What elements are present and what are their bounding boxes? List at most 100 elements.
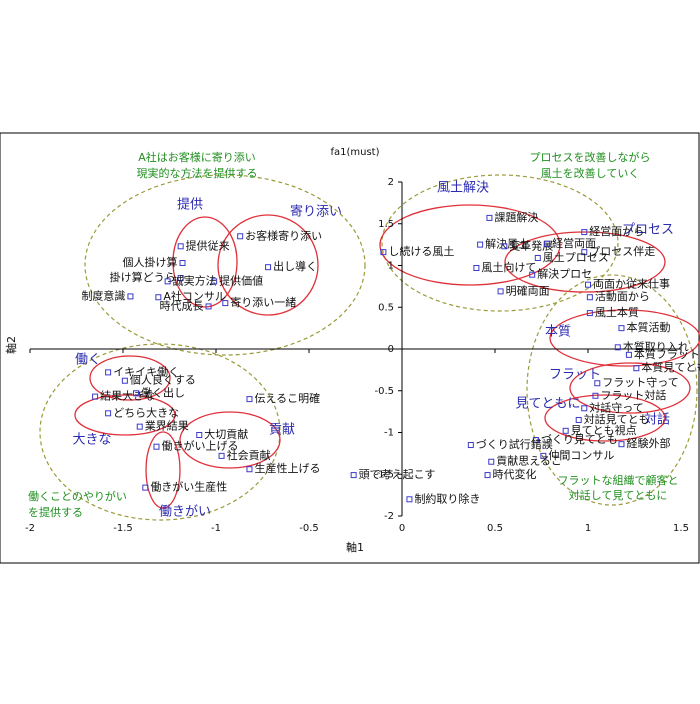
group-label: 寄り添い: [290, 204, 342, 220]
point-label: 個人良くする: [130, 373, 196, 387]
y-tick-label: -2: [384, 511, 394, 522]
point: [467, 442, 474, 449]
x-tick-label: 0: [399, 523, 405, 534]
note: 現実的な方法を提供する: [137, 166, 258, 180]
y-tick-label: 2: [388, 177, 394, 188]
y-tick-label: 1.5: [378, 219, 394, 230]
point-label: 結果大きな: [100, 389, 155, 403]
point: [484, 472, 491, 479]
point-label: 誠実方法: [173, 273, 217, 287]
x-tick-label: 1.5: [673, 523, 689, 534]
point: [136, 423, 143, 430]
point: [581, 405, 588, 412]
point: [127, 293, 134, 300]
point: [153, 443, 160, 450]
point: [105, 410, 112, 417]
frame: [0, 132, 700, 564]
point: [164, 278, 171, 285]
point-label: お客様寄り添い: [245, 228, 322, 242]
point: [529, 271, 536, 278]
point: [575, 416, 582, 423]
y-tick-label: 1: [388, 261, 394, 272]
point-label: 対話見てとも: [584, 412, 650, 426]
point-label: 課題解決: [494, 210, 538, 224]
group-label: 対話: [644, 412, 670, 428]
point-label: し続ける風土: [388, 244, 454, 258]
group-label: 大きな: [72, 433, 111, 448]
point-label: 経験外部: [626, 436, 670, 450]
point-label: 出し導く: [273, 259, 317, 273]
point: [142, 484, 149, 491]
point: [265, 264, 272, 271]
group-label: 本質: [545, 325, 571, 340]
point-label: 時代成長: [160, 299, 204, 312]
point-label: 風土向けて: [481, 260, 536, 274]
y-tick-label: -0.5: [374, 386, 394, 397]
y-tick-label: -1: [384, 428, 394, 439]
note: フラットな組織で顧客と: [558, 473, 679, 487]
point-label: 個人掛け算: [123, 255, 178, 269]
point: [586, 310, 593, 317]
group-label: 見てともに: [515, 397, 580, 412]
point: [105, 369, 112, 376]
point: [406, 496, 413, 503]
point: [350, 472, 357, 479]
point-label: 時代変化: [493, 467, 537, 481]
point: [592, 392, 599, 399]
point-label: 働きがい上げる: [161, 439, 238, 453]
point: [237, 233, 244, 240]
point-label: A社コンサル: [163, 289, 226, 303]
point: [488, 458, 495, 465]
point-label: 対話守って: [589, 400, 643, 414]
point-label: 伝えるこ明確: [254, 391, 320, 405]
point: [562, 427, 569, 434]
point-label: 生産性上げる: [254, 461, 320, 475]
point-label: 本質取り入れ: [623, 339, 689, 353]
point: [155, 294, 162, 301]
point: [380, 249, 387, 256]
group-label: プロセス: [622, 223, 674, 238]
point: [211, 278, 218, 285]
chart-title: fa1(must): [330, 147, 379, 158]
point-label: 大切貢献: [204, 427, 248, 441]
point-label: 掛け算どうら: [110, 270, 176, 284]
point-label: 本質フラット: [634, 347, 700, 361]
point: [586, 294, 593, 301]
group-label: 貢献: [269, 423, 295, 438]
point-label: 変革発展: [509, 238, 553, 252]
point-label: 風土本質: [595, 305, 639, 319]
point-label: づくり見てとも: [541, 433, 618, 446]
point: [196, 432, 203, 439]
y-tick-label: 0: [388, 344, 394, 355]
point-label: 社会貢献: [227, 448, 271, 462]
note: 風土を改善していく: [541, 166, 640, 180]
x-tick-label: -1: [211, 523, 221, 534]
notes: A社はお客様に寄り添い 現実的な方法を提供する プロセスを改善しながら 風土を改…: [28, 150, 679, 519]
clusters: [39, 174, 700, 521]
group-label: 風土解決: [437, 181, 489, 196]
x-tick-label: -2: [25, 523, 35, 534]
x-tick-label: 0.5: [487, 523, 503, 534]
point-label: 解決プロセ: [537, 267, 592, 281]
point-label: づくり試行錯誤: [476, 437, 553, 451]
point: [222, 300, 229, 307]
point: [205, 303, 212, 310]
point: [473, 265, 480, 272]
x-tick-label: -1.5: [113, 523, 133, 534]
point-label: 貢献思えるこ: [496, 454, 562, 468]
point-label: イキイキ働く: [113, 365, 179, 378]
point-label: 働く出し: [141, 385, 185, 399]
point: [618, 441, 625, 448]
point-label: 制約取り除き: [414, 491, 480, 505]
note: A社はお客様に寄り添い: [138, 150, 256, 164]
point-label: 活動面から: [595, 289, 650, 303]
point-label: フラット対話: [600, 388, 666, 402]
point: [121, 377, 128, 384]
point: [625, 351, 632, 358]
point: [497, 288, 504, 295]
point: [177, 243, 184, 250]
point-label: 本質見てとも: [641, 360, 700, 374]
point: [92, 393, 99, 400]
point-label: どちら大きな: [113, 405, 179, 419]
point-label: 仲間コンサル: [548, 448, 614, 462]
